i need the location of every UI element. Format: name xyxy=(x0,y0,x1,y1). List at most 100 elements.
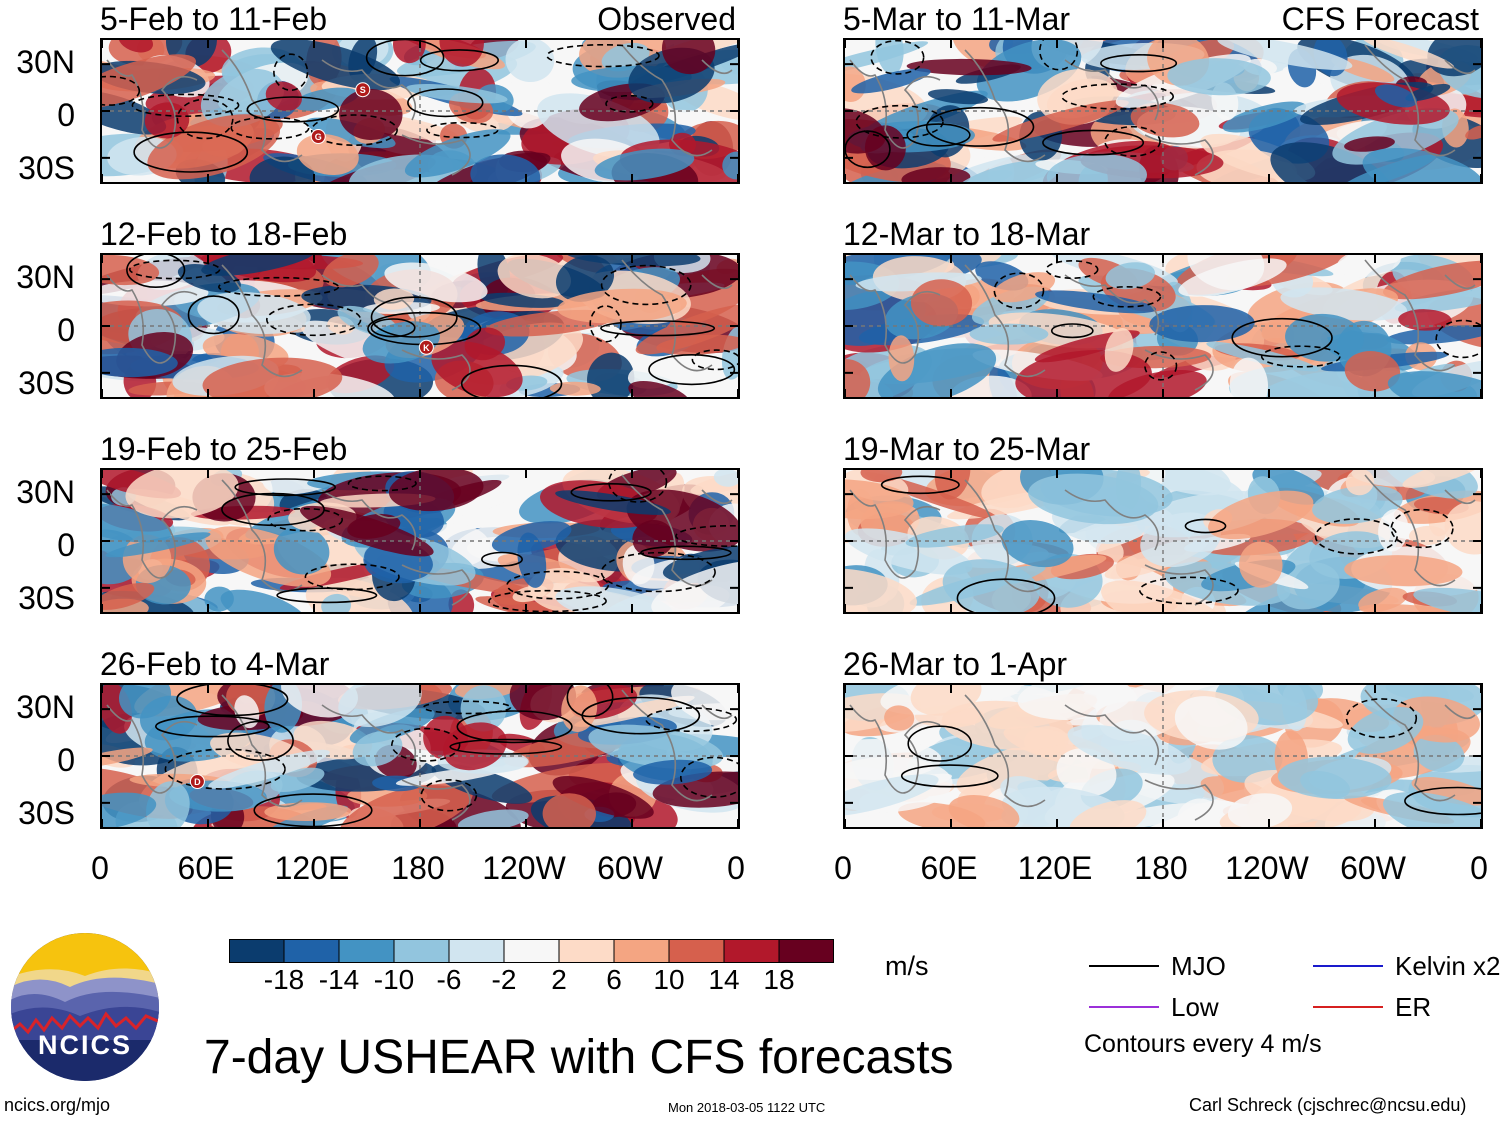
shear-blob xyxy=(1402,470,1481,488)
coastline xyxy=(221,49,303,163)
coastline xyxy=(321,59,417,121)
mjo-contour xyxy=(1104,125,1161,157)
mjo-contour xyxy=(365,40,445,77)
axis-ticks xyxy=(102,40,738,182)
storm-label: G xyxy=(315,132,322,142)
mjo-contour xyxy=(907,725,972,762)
colorbar-tick-label: -14 xyxy=(318,964,360,995)
map-panel xyxy=(843,468,1483,614)
shear-blob xyxy=(273,526,330,575)
shear-blob xyxy=(118,40,153,53)
mjo-contour xyxy=(155,715,270,738)
mjo-contour xyxy=(422,700,512,715)
lat-tick-label: 30S xyxy=(18,150,75,186)
mjo-contour xyxy=(102,75,141,106)
mjo-contour xyxy=(230,116,310,140)
mjo-contour xyxy=(126,255,186,288)
shear-blob xyxy=(845,41,929,78)
colorbar-swatch xyxy=(449,939,505,963)
shear-blob xyxy=(948,795,1020,827)
shear-field xyxy=(102,470,738,612)
mjo-contour xyxy=(1184,518,1227,534)
shear-blob xyxy=(1177,798,1220,827)
mjo-contour xyxy=(449,738,563,755)
shear-blob xyxy=(1383,260,1481,300)
shear-blob xyxy=(1277,756,1392,799)
lat-tick-label: 0 xyxy=(57,97,75,133)
shear-blob xyxy=(1347,706,1424,754)
shear-blob xyxy=(1149,305,1255,343)
mjo-contour xyxy=(133,131,249,173)
coastline xyxy=(401,564,471,606)
mjo-contour xyxy=(187,295,240,335)
mjo-contour xyxy=(648,353,736,386)
shear-blob xyxy=(587,352,635,397)
mjo-contour xyxy=(419,49,500,72)
lat-tick-label: 30S xyxy=(18,580,75,616)
shear-blob xyxy=(1280,287,1408,321)
legend-label: Kelvin x2 xyxy=(1395,951,1501,981)
colorbar-tick-label: -2 xyxy=(491,964,517,995)
mjo-contour xyxy=(128,259,221,280)
panel-period-title: 12-Mar to 18-Mar xyxy=(843,216,1091,252)
shear-blob xyxy=(352,731,403,767)
coastline xyxy=(106,274,198,364)
legend-line xyxy=(1313,965,1383,967)
mjo-contour xyxy=(900,764,999,788)
panel-period-title: 5-Mar to 11-Mar xyxy=(843,1,1071,37)
colorbar-swatch xyxy=(559,939,615,963)
axis-ticks xyxy=(102,470,738,612)
coastline xyxy=(221,479,303,593)
shear-blob xyxy=(1444,501,1481,555)
mjo-contour xyxy=(1314,518,1398,555)
mjo-contour xyxy=(1042,129,1145,156)
storm-marker: D xyxy=(189,774,205,790)
author-credit: Carl Schreck (cjschrec@ncsu.edu) xyxy=(1189,1095,1467,1115)
shear-blob xyxy=(864,125,906,171)
mjo-contour xyxy=(176,98,234,140)
map-panel: D xyxy=(100,683,740,829)
coastline xyxy=(401,134,471,176)
axis-ticks xyxy=(102,685,738,827)
mjo-contour xyxy=(600,264,692,306)
shear-blob xyxy=(1001,520,1074,568)
mjo-contour xyxy=(488,589,607,612)
coastline xyxy=(1144,779,1214,821)
site-link[interactable]: ncics.org/mjo xyxy=(4,1095,111,1115)
panel-period-title: 26-Mar to 1-Apr xyxy=(843,646,1068,682)
storm-marker: K xyxy=(418,339,434,355)
lon-tick-label: 120E xyxy=(274,850,350,886)
mjo-contour xyxy=(956,578,1056,612)
ncics-logo: NCICS xyxy=(11,933,159,1081)
shear-blob xyxy=(845,568,917,612)
mjo-contour xyxy=(640,545,732,561)
column-title: Observed xyxy=(597,1,736,37)
shear-blob xyxy=(1405,83,1451,102)
storm-label: D xyxy=(194,777,201,787)
panel-period-title: 12-Feb to 18-Feb xyxy=(100,216,348,252)
chart-title: 7-day USHEAR with CFS forecasts xyxy=(204,1031,954,1084)
mjo-contour xyxy=(506,570,610,600)
shear-blob xyxy=(542,793,596,827)
mjo-contour xyxy=(855,104,944,139)
colorbar-tick-label: -6 xyxy=(436,964,462,995)
shear-blob xyxy=(497,255,572,299)
mjo-contour xyxy=(1050,323,1094,339)
lat-tick-label: 30S xyxy=(18,795,75,831)
shear-blob xyxy=(1413,587,1481,612)
shear-blob xyxy=(105,532,211,558)
shear-blob xyxy=(1187,255,1265,291)
shear-blob xyxy=(102,255,160,286)
coastline xyxy=(1364,474,1456,587)
panel-period-title: 19-Mar to 25-Mar xyxy=(843,431,1091,467)
mjo-contour xyxy=(546,44,660,68)
colorbar-unit: m/s xyxy=(885,951,929,981)
shear-blob xyxy=(884,705,915,731)
shear-blob xyxy=(1344,136,1395,152)
mjo-contour xyxy=(267,507,343,532)
lat-tick-label: 0 xyxy=(57,527,75,563)
shear-blob xyxy=(1394,286,1481,313)
shear-blob xyxy=(661,40,716,75)
shear-blob xyxy=(270,767,325,792)
shear-blob xyxy=(969,323,1049,345)
